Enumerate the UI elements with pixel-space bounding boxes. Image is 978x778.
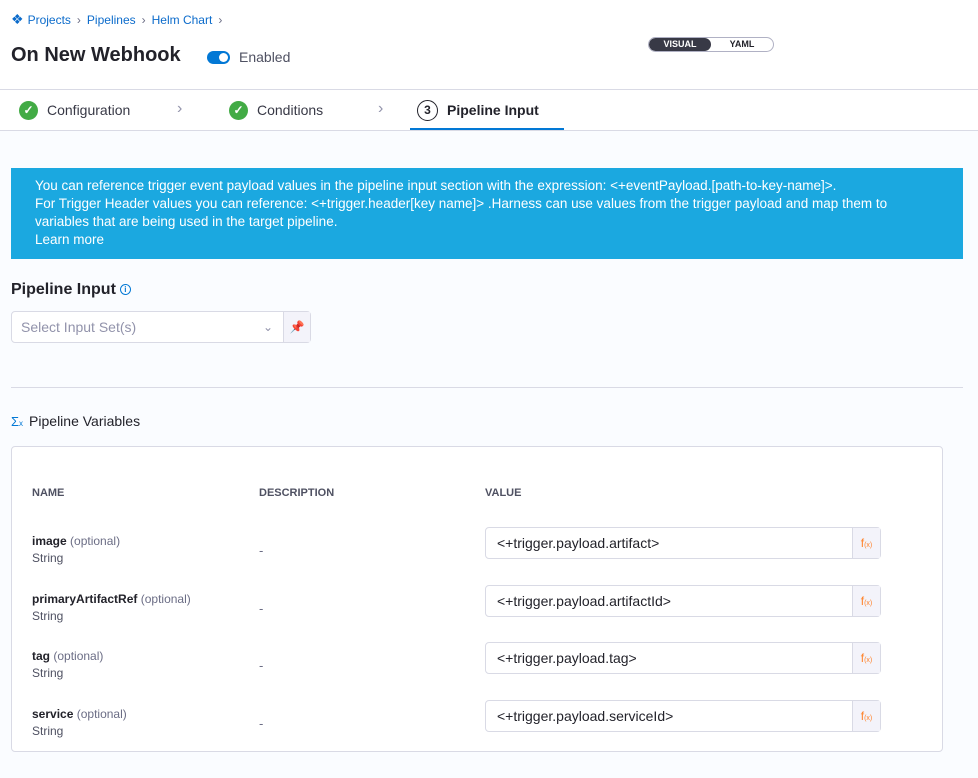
optional-label: (optional) xyxy=(76,707,127,721)
chevron-down-icon[interactable]: ⌄ xyxy=(262,320,274,334)
divider xyxy=(11,387,963,388)
step-number: 3 xyxy=(417,99,438,121)
breadcrumb-helm-chart[interactable]: Helm Chart xyxy=(151,12,213,27)
check-circle-icon: ✓ xyxy=(229,100,248,120)
select-placeholder: Select Input Set(s) xyxy=(21,319,137,335)
value-text[interactable]: <+trigger.payload.tag> xyxy=(497,650,637,666)
pipeline-variables-heading: Σx Pipeline Variables xyxy=(11,413,140,429)
optional-label: (optional) xyxy=(140,592,191,606)
value-text[interactable]: <+trigger.payload.artifactId> xyxy=(497,593,671,609)
variable-type: String xyxy=(32,666,64,680)
chevron-right-icon: › xyxy=(177,100,183,117)
tab-pipeline-input[interactable]: 3 Pipeline Input xyxy=(417,90,539,130)
yaml-button[interactable]: YAML xyxy=(729,39,755,49)
variable-type: String xyxy=(32,551,64,565)
pin-icon[interactable]: 📌 xyxy=(283,312,310,342)
table-row: primaryArtifactRef (optional) String - <… xyxy=(12,585,942,632)
banner-text: For Trigger Header values you can refere… xyxy=(35,196,888,229)
expression-icon[interactable]: f(x) xyxy=(852,643,880,673)
tab-conditions[interactable]: ✓ Conditions xyxy=(229,90,323,130)
chevron-right-icon: › xyxy=(378,100,384,117)
header: ❖ Projects › Pipelines › Helm Chart › On Ne… xyxy=(0,0,978,90)
info-banner: You can reference trigger event payload … xyxy=(11,168,963,259)
check-circle-icon: ✓ xyxy=(19,100,38,120)
info-icon[interactable]: i xyxy=(119,284,131,295)
value-text[interactable]: <+trigger.payload.serviceId> xyxy=(497,708,674,724)
value-input[interactable]: <+trigger.payload.tag> f(x) xyxy=(485,642,881,674)
expression-icon[interactable]: f(x) xyxy=(852,701,880,731)
harness-logo-icon: ❖ xyxy=(11,11,24,27)
table-row: service (optional) String - <+trigger.pa… xyxy=(12,700,942,747)
table-row: tag (optional) String - <+trigger.payloa… xyxy=(12,642,942,689)
variable-name: primaryArtifactRef xyxy=(32,592,138,606)
enabled-label: Enabled xyxy=(239,49,291,65)
variables-table: NAME DESCRIPTION VALUE image (optional) … xyxy=(11,446,943,752)
active-tab-indicator xyxy=(410,128,564,130)
visual-button[interactable]: VISUAL xyxy=(649,38,711,51)
table-row: image (optional) String - <+trigger.payl… xyxy=(12,527,942,574)
heading-text: Pipeline Input xyxy=(11,281,116,298)
enabled-toggle[interactable] xyxy=(207,51,230,64)
variable-description: - xyxy=(259,601,264,616)
breadcrumb-pipelines[interactable]: Pipelines xyxy=(86,12,136,27)
tab-label: Conditions xyxy=(257,102,324,118)
variable-description: - xyxy=(259,658,264,673)
heading-text: Pipeline Variables xyxy=(29,413,141,429)
variable-name: tag xyxy=(32,649,50,663)
value-input[interactable]: <+trigger.payload.serviceId> f(x) xyxy=(485,700,881,732)
pipeline-input-heading: Pipeline Input i xyxy=(11,281,131,299)
variable-description: - xyxy=(259,543,264,558)
variable-type: String xyxy=(32,609,64,623)
optional-label: (optional) xyxy=(70,534,121,548)
breadcrumb: ❖ Projects › Pipelines › Helm Chart › xyxy=(11,11,223,27)
input-set-select[interactable]: Select Input Set(s) ⌄ 📌 xyxy=(11,311,311,343)
column-header-name: NAME xyxy=(32,487,65,499)
value-text[interactable]: <+trigger.payload.artifact> xyxy=(497,535,660,551)
variables-icon: Σx xyxy=(11,413,24,429)
expression-icon[interactable]: f(x) xyxy=(852,528,880,558)
breadcrumb-projects[interactable]: Projects xyxy=(27,12,71,27)
learn-more-link[interactable]: Learn more xyxy=(35,232,105,247)
tab-label: Configuration xyxy=(47,102,131,118)
variable-description: - xyxy=(259,716,264,731)
wizard-steps: ✓ Configuration › ✓ Conditions › 3 Pipel… xyxy=(0,90,978,131)
variable-name: image xyxy=(32,534,67,548)
value-input[interactable]: <+trigger.payload.artifact> f(x) xyxy=(485,527,881,559)
column-header-value: VALUE xyxy=(485,487,522,499)
optional-label: (optional) xyxy=(53,649,104,663)
column-header-description: DESCRIPTION xyxy=(259,487,335,499)
banner-text: You can reference trigger event payload … xyxy=(35,178,837,193)
view-toggle: VISUAL YAML xyxy=(648,37,774,52)
page-title: On New Webhook xyxy=(11,44,181,66)
variable-name: service xyxy=(32,707,74,721)
tab-label: Pipeline Input xyxy=(447,102,539,118)
tab-configuration[interactable]: ✓ Configuration xyxy=(19,90,130,130)
variable-type: String xyxy=(32,724,64,738)
expression-icon[interactable]: f(x) xyxy=(852,586,880,616)
value-input[interactable]: <+trigger.payload.artifactId> f(x) xyxy=(485,585,881,617)
